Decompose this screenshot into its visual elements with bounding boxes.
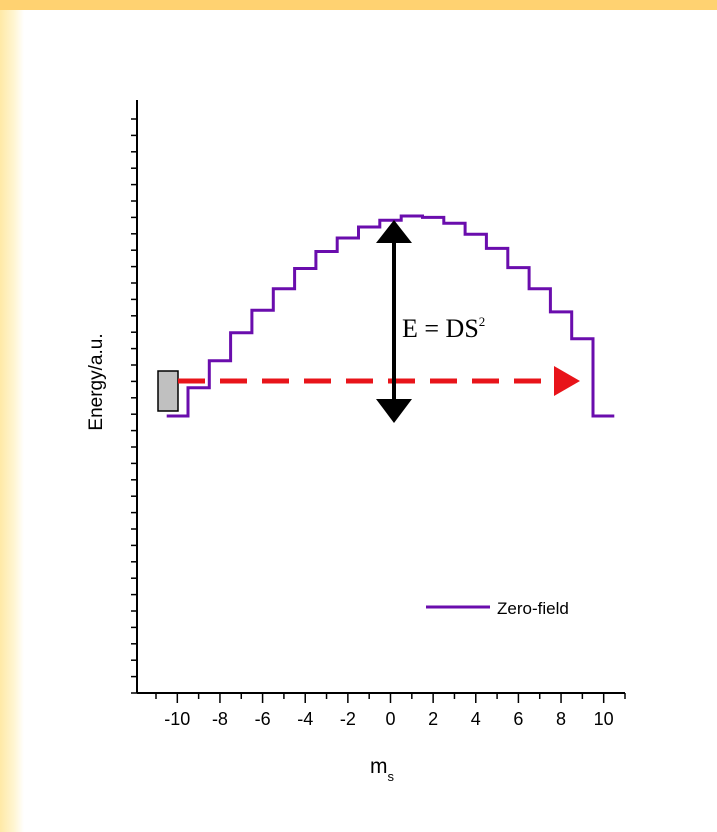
tunneling-arrow-head <box>554 366 580 396</box>
x-tick-label: 10 <box>594 709 614 729</box>
x-ticks <box>155 693 626 703</box>
x-tick-label: -6 <box>255 709 271 729</box>
x-tick-label: 2 <box>428 709 438 729</box>
x-axis-label: ms <box>370 755 395 784</box>
formula-main: E = DS <box>402 314 479 343</box>
x-tick-label: -10 <box>164 709 190 729</box>
formula-label: E = DS2 <box>402 314 485 343</box>
y-axis-label: Energy/a.u. <box>86 333 107 430</box>
x-tick-label: -4 <box>297 709 313 729</box>
barrier-arrow-head-down <box>376 399 412 423</box>
x-tick-label: 8 <box>556 709 566 729</box>
x-tick-label: 4 <box>471 709 481 729</box>
series-zero-field-line <box>166 214 615 418</box>
initial-state-marker <box>157 370 179 412</box>
legend-label: Zero-field <box>497 599 569 618</box>
barrier-arrow-head-up <box>376 220 412 243</box>
formula-superscript: 2 <box>479 314 486 329</box>
x-tick-label: 6 <box>513 709 523 729</box>
x-axis-label-main: m <box>370 755 388 778</box>
x-axis-label-subscript: s <box>388 769 395 784</box>
x-tick-label: -8 <box>212 709 228 729</box>
x-tick-labels: -10 -8 -6 -4 -2 0 2 4 6 8 10 <box>164 709 613 729</box>
x-tick-label: -2 <box>340 709 356 729</box>
y-ticks <box>131 118 137 694</box>
x-tick-label: 0 <box>385 709 395 729</box>
